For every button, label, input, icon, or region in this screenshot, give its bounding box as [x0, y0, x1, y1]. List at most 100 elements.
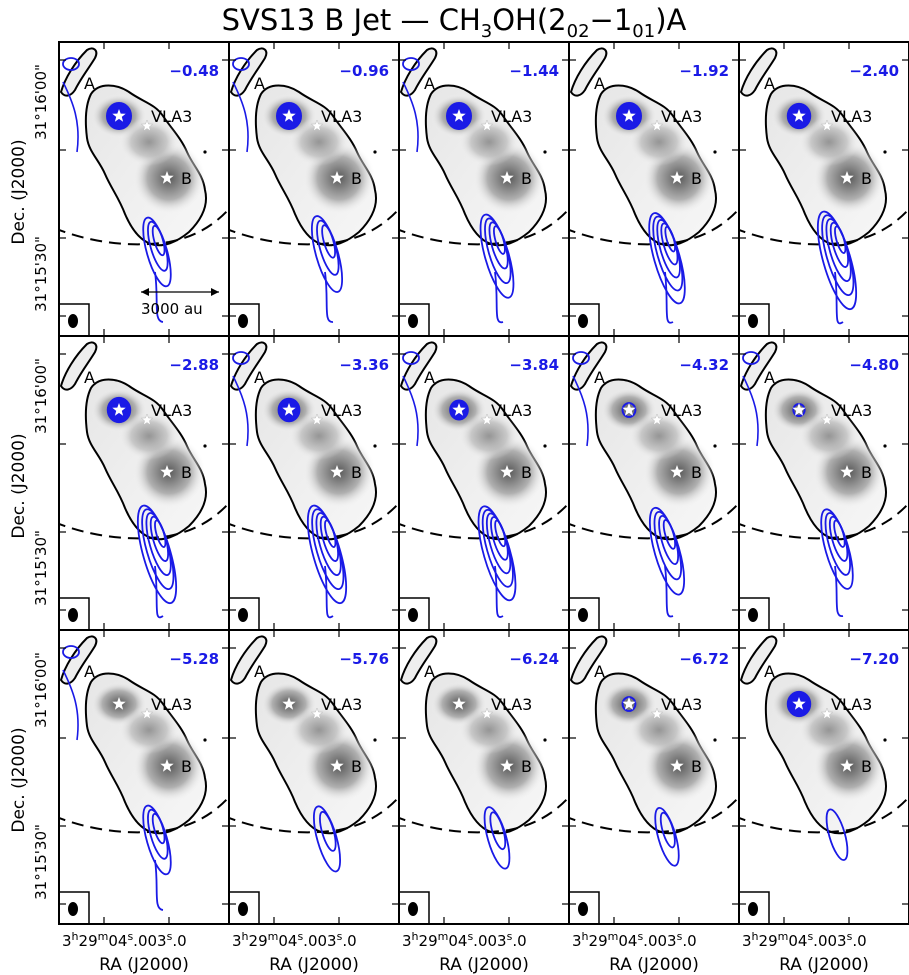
label-vla3: VLA3 [491, 695, 532, 714]
speck [713, 444, 717, 448]
label-vla3: VLA3 [661, 401, 702, 420]
y-axis-label: Dec. (J2000) [9, 727, 29, 832]
jet-tail-contour [834, 271, 844, 325]
vla3-glow [289, 706, 349, 754]
label-b: B [181, 169, 192, 188]
label-a: A [84, 662, 95, 681]
vla3-glow [289, 118, 349, 166]
beam-ellipse [578, 608, 588, 622]
vla3-glow [799, 706, 859, 754]
jet-contour [151, 224, 166, 257]
star-source-a [452, 403, 466, 416]
star-source-a [792, 697, 806, 710]
label-b: B [351, 169, 362, 188]
label-vla3: VLA3 [321, 695, 362, 714]
beam-ellipse [748, 314, 758, 328]
speck [713, 150, 717, 154]
star-source-b [670, 171, 684, 184]
vla3-glow [799, 118, 859, 166]
vla3-glow [629, 412, 689, 460]
label-a: A [764, 74, 775, 93]
star-source-a [452, 109, 466, 122]
dashed-arc [739, 795, 909, 834]
jet-contour [321, 224, 336, 259]
beam-ellipse [68, 902, 78, 916]
nw-contour [232, 81, 249, 153]
jet-tail-contour [494, 271, 504, 324]
x-axis-label: RA (J2000) [99, 955, 189, 975]
star-source-a [282, 403, 296, 416]
label-a: A [254, 74, 265, 93]
star-vla3 [820, 119, 834, 132]
continuum-arc [399, 635, 438, 685]
channel-panel: A VLA3 B −1.44 [398, 41, 570, 337]
label-vla3: VLA3 [491, 107, 532, 126]
dashed-arc [399, 207, 569, 246]
vla3-glow [629, 706, 689, 754]
label-vla3: VLA3 [151, 401, 192, 420]
label-b: B [861, 463, 872, 482]
jet-tail-contour [324, 271, 334, 323]
velocity-label: −1.92 [679, 62, 729, 80]
velocity-label: −6.24 [509, 650, 559, 668]
dashed-arc [399, 501, 569, 540]
channel-panel: A VLA3 B −2.40 [738, 41, 909, 337]
jet-contour [664, 225, 676, 253]
label-a: A [424, 74, 435, 93]
jet-contour [662, 519, 677, 550]
star-source-a [282, 697, 296, 710]
star-vla3 [310, 119, 324, 132]
star-vla3 [140, 707, 154, 720]
label-a: A [84, 368, 95, 387]
label-b: B [691, 757, 702, 776]
jet-tail-contour [154, 565, 164, 619]
speck [203, 738, 207, 742]
label-b: B [351, 463, 362, 482]
channel-panel: A VLA3 B −0.48 3000 au [58, 41, 230, 337]
channel-panel: A VLA3 B −6.24 [398, 629, 570, 925]
label-b: B [691, 169, 702, 188]
dashed-arc [569, 795, 739, 834]
x-tick-label: 3h29m04s.003s.0 [742, 930, 867, 950]
velocity-label: −2.40 [849, 62, 899, 80]
star-source-b [500, 759, 514, 772]
label-vla3: VLA3 [491, 401, 532, 420]
label-a: A [84, 74, 95, 93]
x-tick-label: 3h29m04s.003s.0 [62, 930, 187, 950]
channel-panel: A VLA3 B −7.20 [738, 629, 909, 925]
star-source-b [500, 171, 514, 184]
velocity-label: −7.20 [849, 650, 899, 668]
speck [373, 738, 377, 742]
label-a: A [594, 74, 605, 93]
continuum-arc [229, 635, 268, 685]
label-b: B [181, 757, 192, 776]
nw-contour [232, 57, 250, 71]
beam-ellipse [408, 902, 418, 916]
y-tick-label: 31°16'00" [32, 358, 50, 434]
nw-contour [742, 375, 759, 447]
nw-contour [402, 375, 419, 447]
star-source-a [792, 109, 806, 122]
label-b: B [521, 463, 532, 482]
star-source-b [330, 465, 344, 478]
vla3-glow [629, 118, 689, 166]
y-tick-label: 31°16'00" [32, 652, 50, 728]
velocity-label: −6.72 [679, 650, 729, 668]
star-source-a [622, 697, 636, 710]
speck [373, 150, 377, 154]
label-b: B [691, 463, 702, 482]
nw-contour [402, 57, 420, 71]
dashed-arc [399, 795, 569, 834]
label-b: B [181, 463, 192, 482]
vla3-glow [119, 412, 179, 460]
channel-panel: A VLA3 B −0.96 [228, 41, 400, 337]
velocity-label: −1.44 [509, 62, 559, 80]
nw-contour [62, 669, 79, 741]
star-vla3 [650, 413, 664, 426]
jet-contour [324, 519, 337, 548]
jet-tail-contour [494, 565, 504, 618]
x-axis-label: RA (J2000) [269, 955, 359, 975]
y-tick-label: 31°16'00" [32, 64, 50, 140]
dashed-arc [229, 795, 399, 834]
